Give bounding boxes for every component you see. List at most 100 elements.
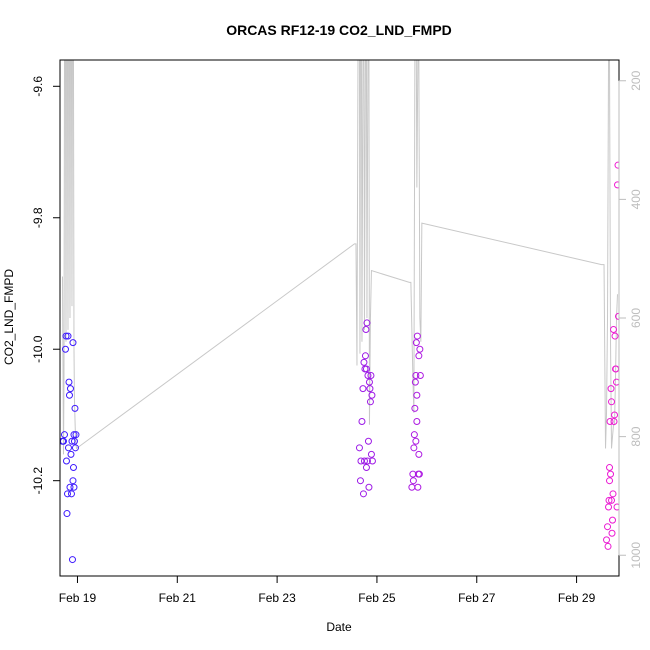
x-tick-label: Feb 23 — [258, 591, 296, 605]
data-point — [411, 404, 419, 412]
data-point — [66, 385, 74, 393]
data-point — [416, 345, 424, 353]
data-point — [604, 523, 612, 531]
data-point — [70, 431, 78, 439]
x-tick-label: Feb 25 — [358, 591, 396, 605]
y-tick-label: -10.2 — [31, 467, 45, 495]
data-point — [413, 418, 421, 426]
data-point — [71, 404, 79, 412]
data-point — [412, 437, 420, 445]
data-point — [366, 398, 374, 406]
y-axis-label: CO2_LND_FMPD — [2, 269, 16, 365]
data-point — [612, 365, 619, 373]
data-point — [366, 385, 374, 393]
data-point — [365, 483, 373, 491]
data-point — [64, 332, 72, 340]
data-point — [604, 542, 612, 550]
data-point — [360, 457, 368, 465]
data-point — [611, 332, 619, 340]
data-point — [410, 444, 418, 452]
data-point — [611, 411, 619, 419]
data-point — [606, 418, 614, 426]
x-tick-label: Feb 21 — [159, 591, 197, 605]
data-point — [367, 450, 375, 458]
data-point — [608, 496, 616, 504]
y2-tick-label: 1000 — [629, 542, 643, 569]
data-point — [355, 444, 363, 452]
data-point — [356, 477, 364, 485]
data-point — [606, 477, 614, 485]
data-point — [360, 358, 368, 366]
data-point — [69, 477, 77, 485]
data-point — [610, 326, 618, 333]
data-point — [415, 352, 423, 360]
data-point — [364, 372, 372, 380]
data-point — [63, 490, 71, 498]
data-point — [409, 477, 417, 485]
data-point — [606, 464, 614, 472]
data-point — [68, 556, 76, 564]
data-point — [364, 437, 372, 445]
x-tick-label: Feb 19 — [59, 591, 97, 605]
data-point — [607, 470, 615, 478]
data-point — [68, 437, 76, 445]
data-point — [70, 483, 78, 491]
data-point — [362, 326, 370, 333]
data-point — [605, 496, 613, 504]
data-point — [61, 345, 69, 353]
data-point — [610, 418, 618, 426]
data-point — [412, 339, 420, 347]
data-point — [367, 372, 375, 380]
data-point — [413, 332, 421, 340]
data-point — [359, 385, 367, 393]
data-point — [65, 391, 73, 399]
data-point — [70, 437, 78, 445]
data-point — [608, 398, 616, 406]
data-point — [72, 431, 80, 439]
axes-layer: Feb 19 Feb 21 Feb 23 Feb 25 Feb 27 Feb 29 -9.6… — [31, 59, 643, 605]
data-point — [363, 457, 371, 465]
data-point — [71, 444, 79, 452]
chart-title: ORCAS RF12-19 CO2_LND_FMPD — [226, 22, 452, 38]
data-point — [609, 490, 617, 498]
y2-tick-label: 600 — [629, 308, 643, 328]
data-point — [62, 332, 70, 340]
y2-tick-label: 400 — [629, 189, 643, 209]
y-tick-label: -9.6 — [31, 76, 45, 97]
data-point — [413, 391, 421, 399]
y2-tick-label: 200 — [629, 70, 643, 90]
data-point — [64, 444, 72, 452]
data-point — [66, 483, 74, 491]
y-tick-label: -9.8 — [31, 207, 45, 228]
data-point — [613, 503, 619, 511]
data-point — [368, 391, 376, 399]
data-point — [614, 181, 619, 189]
data-point — [608, 529, 616, 537]
secondary-line — [62, 60, 618, 455]
data-point — [361, 352, 369, 360]
data-point — [358, 418, 366, 426]
data-point — [60, 431, 68, 439]
secondary-line-layer — [62, 60, 618, 455]
y-tick-label: -10.0 — [31, 335, 45, 363]
data-point — [67, 450, 75, 458]
data-point — [609, 516, 617, 524]
data-point — [603, 536, 611, 544]
data-point — [416, 372, 424, 380]
data-point — [605, 503, 613, 511]
data-point — [362, 365, 370, 373]
data-point — [607, 385, 615, 393]
x-tick-label: Feb 29 — [558, 591, 596, 605]
data-point — [363, 319, 371, 327]
data-point — [65, 378, 73, 386]
data-point — [63, 510, 71, 518]
data-point — [613, 378, 619, 386]
data-point — [362, 464, 370, 472]
data-point — [415, 470, 423, 478]
data-point — [69, 339, 77, 347]
data-point — [411, 378, 419, 386]
x-axis-label: Date — [326, 620, 352, 634]
data-point — [62, 457, 70, 465]
